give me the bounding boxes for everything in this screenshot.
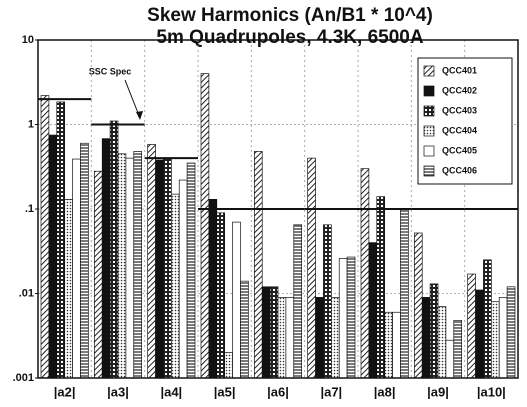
bar bbox=[40, 95, 50, 379]
bar bbox=[360, 168, 370, 379]
bar bbox=[133, 151, 143, 379]
bar bbox=[453, 320, 463, 379]
legend-label: QCC401 bbox=[442, 65, 477, 75]
bar bbox=[269, 286, 279, 379]
legend-box bbox=[417, 57, 513, 185]
bar bbox=[467, 273, 476, 379]
bar bbox=[80, 142, 89, 379]
bar bbox=[506, 286, 516, 379]
bar bbox=[200, 73, 210, 379]
bar bbox=[338, 258, 348, 379]
legend-swatch bbox=[423, 65, 435, 77]
bar bbox=[163, 157, 172, 379]
bar bbox=[400, 208, 409, 379]
legend-label: QCC403 bbox=[442, 105, 477, 115]
x-tick-label: |a5| bbox=[214, 384, 236, 399]
bar bbox=[445, 339, 455, 379]
bar bbox=[216, 212, 226, 379]
bar bbox=[346, 256, 356, 379]
bar bbox=[483, 259, 492, 379]
bar bbox=[392, 311, 401, 379]
y-tick-label: .1 bbox=[25, 203, 34, 215]
bar bbox=[475, 289, 484, 379]
bar bbox=[117, 153, 127, 379]
bar bbox=[224, 352, 233, 379]
x-tick-label: |a6| bbox=[267, 384, 289, 399]
legend-swatch bbox=[423, 165, 435, 177]
chart-subtitle: 5m Quadrupoles, 4.3K, 6500A bbox=[156, 27, 423, 48]
bar bbox=[384, 311, 393, 379]
bar bbox=[186, 162, 196, 379]
bar bbox=[56, 101, 66, 379]
bar bbox=[147, 144, 156, 379]
annotation-arrowhead bbox=[136, 111, 143, 120]
bar bbox=[285, 297, 295, 379]
bar bbox=[330, 297, 340, 379]
bar bbox=[109, 120, 119, 379]
bar bbox=[240, 280, 249, 379]
bar bbox=[490, 301, 500, 379]
y-tick-label: .01 bbox=[19, 287, 34, 299]
bar bbox=[368, 242, 378, 379]
bar bbox=[93, 170, 103, 379]
x-tick-label: |a9| bbox=[427, 384, 449, 399]
legend-label: QCC402 bbox=[442, 85, 477, 95]
bar bbox=[261, 286, 271, 379]
bar bbox=[413, 232, 423, 379]
bar bbox=[101, 138, 111, 379]
legend-swatch bbox=[423, 105, 435, 117]
legend-label: QCC406 bbox=[442, 165, 477, 175]
legend-swatch bbox=[423, 85, 435, 97]
x-tick-label: |a7| bbox=[320, 384, 342, 399]
bar bbox=[125, 157, 135, 379]
y-tick-label: 10 bbox=[22, 34, 34, 46]
bar bbox=[429, 283, 439, 379]
x-tick-label: |a3| bbox=[107, 384, 129, 399]
annotation: SSC Spec bbox=[89, 66, 132, 76]
legend-swatch bbox=[423, 125, 435, 137]
bar bbox=[170, 193, 180, 379]
bar bbox=[315, 297, 324, 379]
bar bbox=[72, 158, 81, 379]
y-tick-label: 1 bbox=[28, 118, 34, 130]
x-tick-label: |a2| bbox=[54, 384, 76, 399]
x-tick-label: |a4| bbox=[160, 384, 182, 399]
legend-label: QCC404 bbox=[442, 125, 477, 135]
bar bbox=[48, 134, 58, 379]
bar bbox=[64, 199, 73, 379]
bar bbox=[323, 224, 332, 379]
bar bbox=[437, 306, 447, 379]
bar bbox=[498, 297, 508, 379]
x-tick-label: |a10| bbox=[477, 384, 506, 399]
bar bbox=[421, 297, 431, 379]
bar bbox=[155, 159, 164, 379]
plot-frame bbox=[37, 39, 519, 379]
bar bbox=[178, 179, 188, 379]
bar bbox=[253, 151, 263, 379]
y-tick-label: .001 bbox=[13, 372, 34, 384]
bar bbox=[208, 199, 218, 379]
bar bbox=[376, 196, 386, 379]
bar bbox=[277, 297, 287, 379]
legend-label: QCC405 bbox=[442, 145, 477, 155]
annotation-arrow bbox=[124, 79, 141, 119]
bar bbox=[293, 224, 303, 379]
x-tick-label: |a8| bbox=[374, 384, 396, 399]
bar bbox=[307, 157, 316, 379]
bar bbox=[232, 221, 241, 379]
legend-swatch bbox=[423, 145, 435, 157]
chart-title: Skew Harmonics (An/B1 * 10^4) bbox=[147, 5, 433, 26]
